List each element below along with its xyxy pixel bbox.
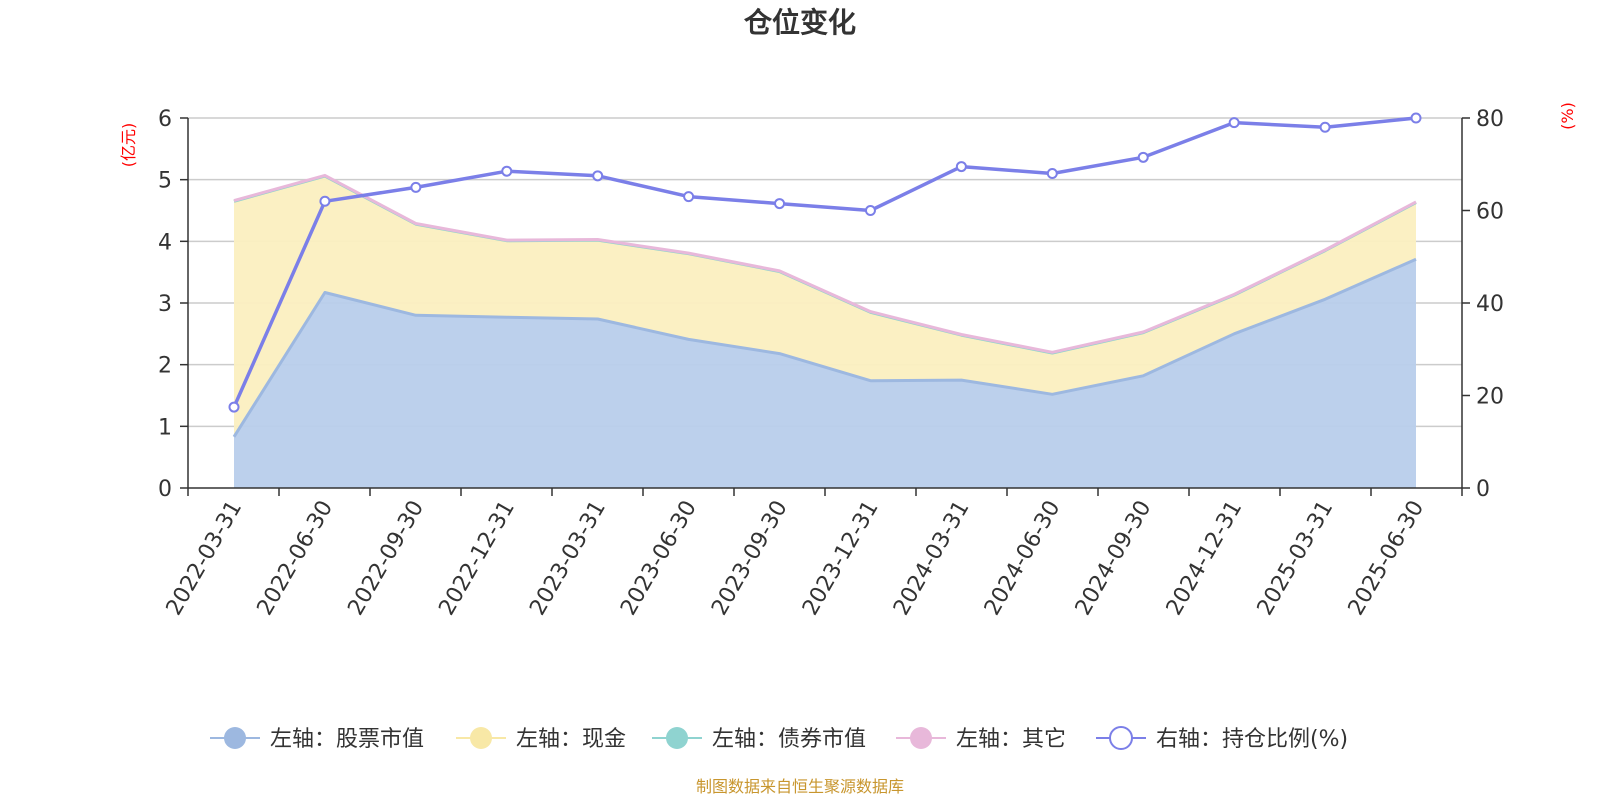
ratio-point-2025-03-31: [1319, 121, 1331, 133]
x-tick-label-2025-03-31: 2025-03-31: [1253, 497, 1339, 620]
x-tick-label-2023-06-30: 2023-06-30: [616, 497, 702, 620]
legend-label-1: 左轴：现金: [516, 727, 626, 752]
x-tick-label-2024-03-31: 2024-03-31: [889, 497, 975, 620]
right-tick-label-20: 20: [1476, 385, 1504, 410]
ratio-point-2022-06-30: [319, 195, 331, 207]
legend-item-4[interactable]: 右轴：持仓比例(%): [1096, 726, 1348, 752]
ratio-point-2024-09-30: [1137, 151, 1149, 163]
right-tick-label-60: 60: [1476, 200, 1504, 225]
left-tick-label-2: 2: [158, 354, 172, 379]
ratio-point-2024-12-31: [1228, 117, 1240, 129]
right-axis-unit: (%): [1558, 102, 1577, 130]
x-tick-label-2023-12-31: 2023-12-31: [798, 497, 884, 620]
ratio-line: [232, 116, 1417, 408]
legend-marker-0: [224, 727, 246, 749]
legend-item-2[interactable]: 左轴：债券市值: [652, 727, 866, 752]
data-source-note: 制图数据来自恒生聚源数据库: [696, 777, 904, 796]
ratio-point-2024-03-31: [955, 161, 967, 173]
left-tick-label-4: 4: [158, 230, 172, 255]
x-tick-label-2022-03-31: 2022-03-31: [162, 497, 248, 620]
x-tick-label-2024-09-30: 2024-09-30: [1071, 497, 1157, 620]
legend-marker-1: [470, 727, 492, 749]
legend-label-2: 左轴：债券市值: [712, 727, 866, 752]
ratio-point-2022-09-30: [410, 181, 422, 193]
ratio-point-2023-09-30: [774, 198, 786, 210]
ratio-point-2023-12-31: [864, 205, 876, 216]
area-series-0: [234, 259, 1416, 488]
legend[interactable]: 左轴：股票市值 左轴：现金 左轴：债券市值 左轴：其它 右轴：持仓比例(%): [210, 726, 1348, 752]
left-axis-unit: (亿元): [119, 123, 138, 168]
legend-marker-2: [666, 727, 688, 749]
left-tick-label-6: 6: [158, 107, 172, 132]
ratio-point-2023-03-31: [592, 170, 604, 182]
x-tick-label-2023-03-31: 2023-03-31: [525, 497, 611, 620]
left-tick-label-3: 3: [158, 292, 172, 317]
chart-title: 仓位变化: [744, 6, 856, 39]
legend-item-3[interactable]: 左轴：其它: [896, 727, 1066, 752]
ratio-point-2022-03-31: [228, 401, 240, 413]
right-tick-label-40: 40: [1476, 292, 1504, 317]
x-tick-label-2022-12-31: 2022-12-31: [434, 497, 520, 620]
left-tick-label-1: 1: [158, 415, 172, 440]
left-tick-label-5: 5: [158, 169, 172, 194]
left-tick-label-0: 0: [158, 477, 172, 502]
legend-item-0[interactable]: 左轴：股票市值: [210, 727, 424, 752]
ratio-point-2025-06-30: [1410, 112, 1422, 124]
legend-item-1[interactable]: 左轴：现金: [456, 727, 626, 752]
right-tick-label-80: 80: [1476, 107, 1504, 132]
line-series-0: [232, 257, 1417, 438]
x-tick-label-2023-09-30: 2023-09-30: [707, 497, 793, 620]
x-tick-label-2025-06-30: 2025-06-30: [1344, 497, 1430, 620]
ratio-point-2023-06-30: [683, 191, 695, 203]
line-series-3: [233, 173, 1417, 354]
line-layer: [228, 112, 1422, 438]
legend-label-0: 左轴：股票市值: [270, 727, 424, 752]
legend-marker-4: [1109, 726, 1133, 750]
ratio-point-2024-06-30: [1046, 168, 1058, 179]
legend-label-3: 左轴：其它: [956, 727, 1066, 752]
right-tick-label-0: 0: [1476, 477, 1490, 502]
x-tick-label-2024-12-31: 2024-12-31: [1162, 497, 1248, 620]
x-tick-label-2022-09-30: 2022-09-30: [343, 497, 429, 620]
legend-marker-3: [910, 727, 932, 749]
x-tick-label-2024-06-30: 2024-06-30: [980, 497, 1066, 620]
ratio-point-2022-12-31: [501, 165, 513, 177]
x-tick-label-2022-06-30: 2022-06-30: [253, 497, 339, 620]
legend-label-4: 右轴：持仓比例(%): [1156, 727, 1348, 752]
